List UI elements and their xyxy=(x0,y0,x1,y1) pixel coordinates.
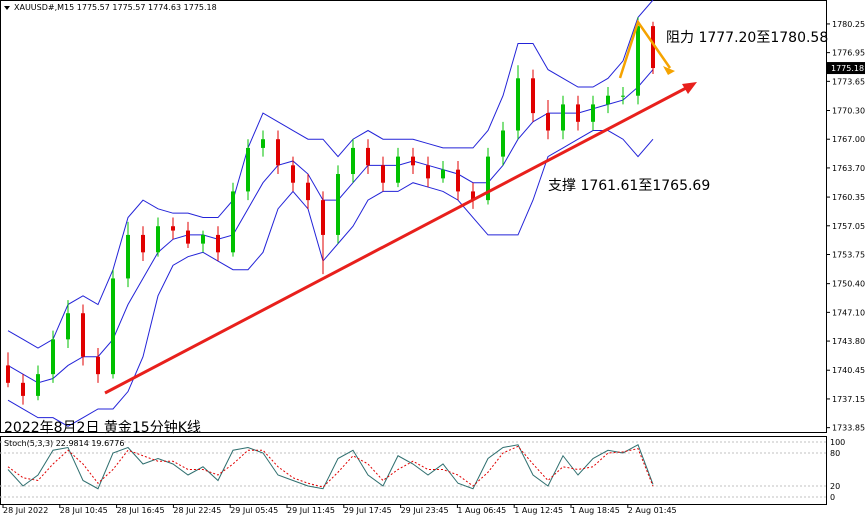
candle-body xyxy=(546,113,550,131)
candle-body xyxy=(51,339,55,375)
current-price-box xyxy=(827,62,865,75)
x-tick-label: 28 Jul 16:45 xyxy=(117,506,165,515)
y-tick-label: 1767.00 xyxy=(832,135,865,144)
support-trendline xyxy=(104,85,689,395)
candle-body xyxy=(531,78,535,114)
stoch-panel xyxy=(0,436,827,505)
candle-body xyxy=(141,234,145,253)
stoch-signal xyxy=(7,445,654,488)
candle-body xyxy=(321,200,325,235)
candle-body xyxy=(576,104,580,122)
stoch-label: Stoch(5,3,3) 22.9814 19.6776 xyxy=(4,439,124,448)
y-tick-label: 1733.85 xyxy=(832,424,865,433)
candle-body xyxy=(201,234,205,244)
x-tick-label: 28 Jul 22:45 xyxy=(173,506,221,515)
candle-body xyxy=(171,226,175,231)
x-tick-label: 1 Aug 06:45 xyxy=(457,506,506,515)
stoch-main xyxy=(7,444,654,490)
chart-title: XAUUSD#,M15 1775.57 1775.57 1774.63 1775… xyxy=(14,3,217,12)
candle-body xyxy=(411,156,415,166)
candle-body xyxy=(216,234,220,253)
y-tick-label: 1750.40 xyxy=(832,280,865,289)
candle-body xyxy=(366,147,370,166)
candle-body xyxy=(21,382,25,396)
candle-body xyxy=(336,174,340,235)
candle-body xyxy=(456,169,460,192)
stoch-tick-label: 100 xyxy=(830,438,845,447)
candle-body xyxy=(351,147,355,175)
candle-body xyxy=(606,95,610,105)
y-tick-label: 1757.05 xyxy=(832,222,865,231)
band-upper xyxy=(7,0,654,349)
support-label: 支撑 1761.61至1765.69 xyxy=(548,178,710,194)
band-middle xyxy=(7,69,654,384)
main-panel xyxy=(0,0,827,433)
candle-body xyxy=(486,156,490,201)
trendline-arrow xyxy=(682,82,697,94)
candle-body xyxy=(651,26,655,69)
y-tick-label: 1763.70 xyxy=(832,164,865,173)
y-tick-label: 1773.65 xyxy=(832,77,865,86)
y-tick-label: 1753.75 xyxy=(832,251,865,260)
candle-body xyxy=(6,365,10,383)
y-tick-label: 1770.30 xyxy=(832,107,865,116)
candle-body xyxy=(426,165,430,179)
candle-body xyxy=(561,104,565,131)
y-tick-label: 1780.25 xyxy=(832,20,865,29)
candle-body xyxy=(231,191,235,253)
y-tick-label: 1743.80 xyxy=(832,337,865,346)
candle-body xyxy=(291,165,295,183)
x-tick-label: 1 Aug 18:45 xyxy=(571,506,620,515)
resistance-arrow xyxy=(663,66,675,75)
candle-body xyxy=(81,313,85,357)
candle-body xyxy=(246,147,250,192)
resistance-lines xyxy=(618,19,672,79)
x-tick-label: 29 Jul 11:45 xyxy=(287,506,335,515)
candle-body xyxy=(126,234,130,279)
candle-body xyxy=(66,313,70,340)
x-tick-label: 1 Aug 12:45 xyxy=(514,506,563,515)
y-tick-label: 1740.45 xyxy=(832,366,865,375)
chart-caption: 2022年8月2日 黄金15分钟K线 xyxy=(4,419,201,436)
stoch-tick-label: 20 xyxy=(830,482,840,491)
stoch-tick-label: 80 xyxy=(830,449,840,458)
candle-body xyxy=(621,95,625,97)
x-tick-label: 29 Jul 05:45 xyxy=(230,506,278,515)
band-lower xyxy=(7,130,654,427)
y-tick-label: 1776.95 xyxy=(832,49,865,58)
candle-body xyxy=(501,130,505,157)
candle-body xyxy=(96,356,100,375)
candle-body xyxy=(36,374,40,396)
candle-body xyxy=(111,278,115,375)
candle-body xyxy=(636,26,640,96)
title-icon xyxy=(4,6,10,10)
resistance-label: 阻力 1777.20至1780.58 xyxy=(666,30,828,46)
candle-body xyxy=(276,139,280,166)
current-price-label: 1775.18 xyxy=(831,64,864,73)
y-tick-label: 1747.10 xyxy=(832,308,865,317)
stoch-tick-label: 0 xyxy=(830,493,835,502)
candle-body xyxy=(381,165,385,183)
candle-body xyxy=(591,104,595,122)
candle-body xyxy=(306,182,310,201)
candle-body xyxy=(471,191,475,201)
candle-body xyxy=(516,78,520,131)
candle-body xyxy=(261,139,265,148)
candle-body xyxy=(186,230,190,244)
candle-body xyxy=(156,226,160,253)
candle-body xyxy=(396,156,400,183)
x-tick-label: 29 Jul 23:45 xyxy=(401,506,449,515)
x-tick-label: 28 Jul 10:45 xyxy=(60,506,108,515)
x-tick-label: 29 Jul 17:45 xyxy=(344,506,392,515)
y-tick-label: 1737.15 xyxy=(832,395,865,404)
x-tick-label: 2 Aug 01:45 xyxy=(628,506,677,515)
x-tick-label: 28 Jul 2022 xyxy=(3,506,48,515)
y-tick-label: 1760.35 xyxy=(832,193,865,202)
candle-body xyxy=(441,169,445,179)
